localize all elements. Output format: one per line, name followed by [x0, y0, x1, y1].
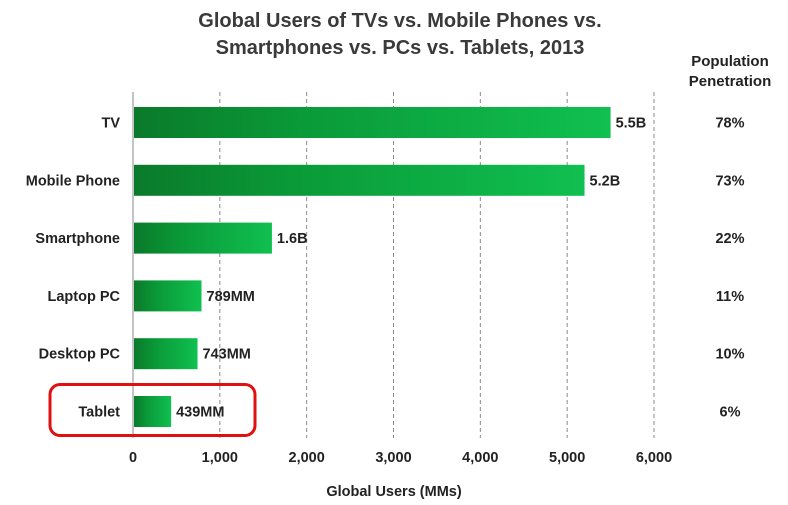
- chart-title-line-2: Smartphones vs. PCs vs. Tablets, 2013: [215, 37, 585, 59]
- bar: [134, 164, 585, 196]
- category-label: Laptop PC: [48, 289, 121, 305]
- data-label: 743MM: [203, 347, 251, 363]
- bars: [134, 107, 611, 427]
- x-tick-label: 3,000: [375, 450, 411, 466]
- penetration-value: 10%: [715, 347, 744, 363]
- bar: [134, 396, 172, 427]
- x-tick-label: 5,000: [549, 450, 585, 466]
- bar: [134, 107, 611, 138]
- labels: 0 1,000 2,000 3,000 4,000 5,000 6,000 TV 5.5B 78%…: [26, 116, 745, 467]
- penetration-header: Population Penetration: [670, 52, 788, 92]
- category-label: Mobile Phone: [26, 173, 120, 189]
- x-tick-label: 1,000: [202, 450, 238, 466]
- data-label: 439MM: [176, 405, 224, 421]
- x-tick-label: 0: [129, 450, 137, 466]
- data-label: 5.2B: [590, 173, 621, 189]
- x-tick-label: 4,000: [462, 450, 498, 466]
- bar: [134, 280, 202, 312]
- penetration-header-line-1: Population: [691, 53, 769, 70]
- x-axis-label: Global Users (MMs): [326, 484, 462, 500]
- bar: [134, 338, 198, 370]
- category-label: Tablet: [78, 405, 120, 421]
- data-label: 1.6B: [277, 231, 308, 247]
- penetration-header-line-2: Penetration: [688, 73, 772, 90]
- highlight-box: [48, 383, 257, 437]
- data-label: 5.5B: [616, 116, 647, 132]
- penetration-value: 22%: [715, 231, 744, 247]
- chart-title-line-1: Global Users of TVs vs. Mobile Phones vs…: [198, 10, 602, 32]
- chart-title: Global Users of TVs vs. Mobile Phones vs…: [130, 8, 670, 62]
- x-tick-label: 6,000: [636, 450, 672, 466]
- grid-lines: [132, 92, 655, 438]
- category-label: Desktop PC: [39, 347, 121, 363]
- penetration-value: 6%: [720, 405, 741, 421]
- category-label: Smartphone: [35, 231, 120, 247]
- bar: [134, 222, 272, 254]
- penetration-value: 11%: [716, 289, 744, 305]
- x-tick-label: 2,000: [289, 450, 325, 466]
- data-label: 789MM: [207, 289, 255, 305]
- penetration-value: 78%: [715, 116, 744, 132]
- penetration-value: 73%: [715, 173, 744, 189]
- category-label: TV: [101, 116, 120, 132]
